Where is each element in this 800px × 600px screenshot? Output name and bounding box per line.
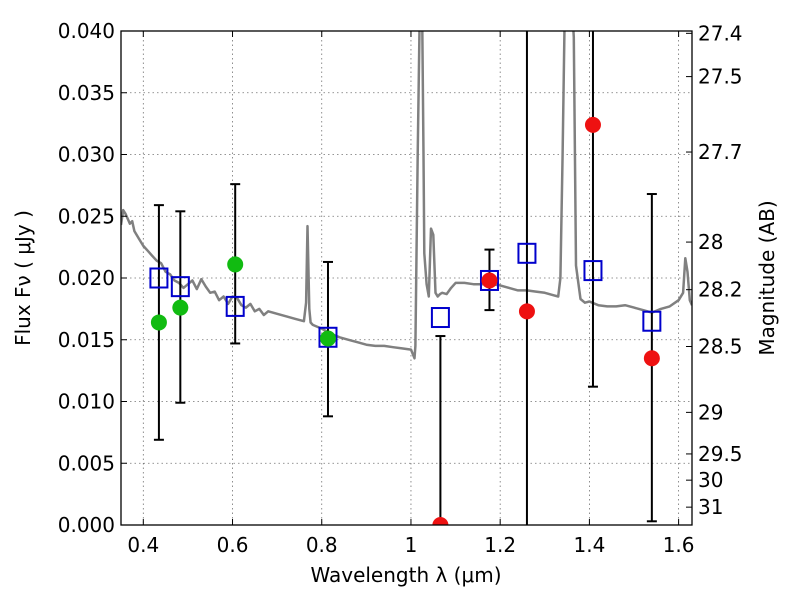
right-tick-label: 27.7 [698, 140, 743, 164]
x-tick-label: 1 [405, 533, 418, 557]
right-tick-label: 28.2 [698, 278, 743, 302]
model-flux-square [225, 295, 245, 317]
y-tick-label: 0.035 [58, 81, 115, 105]
red-point [518, 303, 535, 320]
red-point [643, 350, 660, 367]
y-tick-label: 0.025 [58, 204, 115, 228]
model-flux-square [170, 276, 190, 298]
green-point [150, 314, 167, 331]
green-point [319, 330, 336, 347]
right-tick-label: 30 [698, 468, 723, 492]
red-point [584, 116, 601, 133]
y-axis-label-right: Magnitude (AB) [755, 200, 779, 355]
right-tick-label: 31 [698, 495, 723, 519]
x-tick-label: 1.4 [573, 533, 605, 557]
red-point [432, 517, 449, 525]
red-point [481, 272, 498, 289]
x-tick-label: 1.2 [484, 533, 516, 557]
model-spectrum-line [121, 31, 692, 360]
y-tick-label: 0.030 [58, 143, 115, 167]
x-axis-label: Wavelength λ (μm) [310, 563, 501, 587]
model-flux-square [479, 269, 499, 291]
x-tick-label: 0.6 [217, 533, 249, 557]
y-axis-label-left: Flux Fν ( μJy ) [11, 210, 35, 346]
x-tick-label: 0.8 [306, 533, 338, 557]
model-flux-square [642, 310, 662, 332]
right-tick-label: 28.5 [698, 334, 743, 358]
y-tick-label: 0.020 [58, 266, 115, 290]
model-flux-square [517, 242, 537, 264]
model-flux-square [583, 260, 603, 282]
green-point [227, 256, 244, 273]
y-tick-label: 0.005 [58, 451, 115, 475]
right-tick-label: 27.5 [698, 65, 743, 89]
x-tick-label: 0.4 [127, 533, 159, 557]
model-flux-square [318, 326, 338, 348]
y-tick-label: 0.010 [58, 390, 115, 414]
y-tick-label: 0.000 [58, 513, 115, 537]
model-flux-square [430, 307, 450, 329]
green-point [172, 299, 189, 316]
right-tick-label: 29 [698, 400, 723, 424]
right-tick-label: 28 [698, 230, 723, 254]
y-tick-label: 0.015 [58, 328, 115, 352]
y-tick-label: 0.040 [58, 19, 115, 43]
x-tick-label: 1.6 [663, 533, 695, 557]
model-flux-square [149, 267, 169, 289]
right-tick-label: 29.5 [698, 442, 743, 466]
right-tick-label: 27.4 [698, 21, 743, 45]
